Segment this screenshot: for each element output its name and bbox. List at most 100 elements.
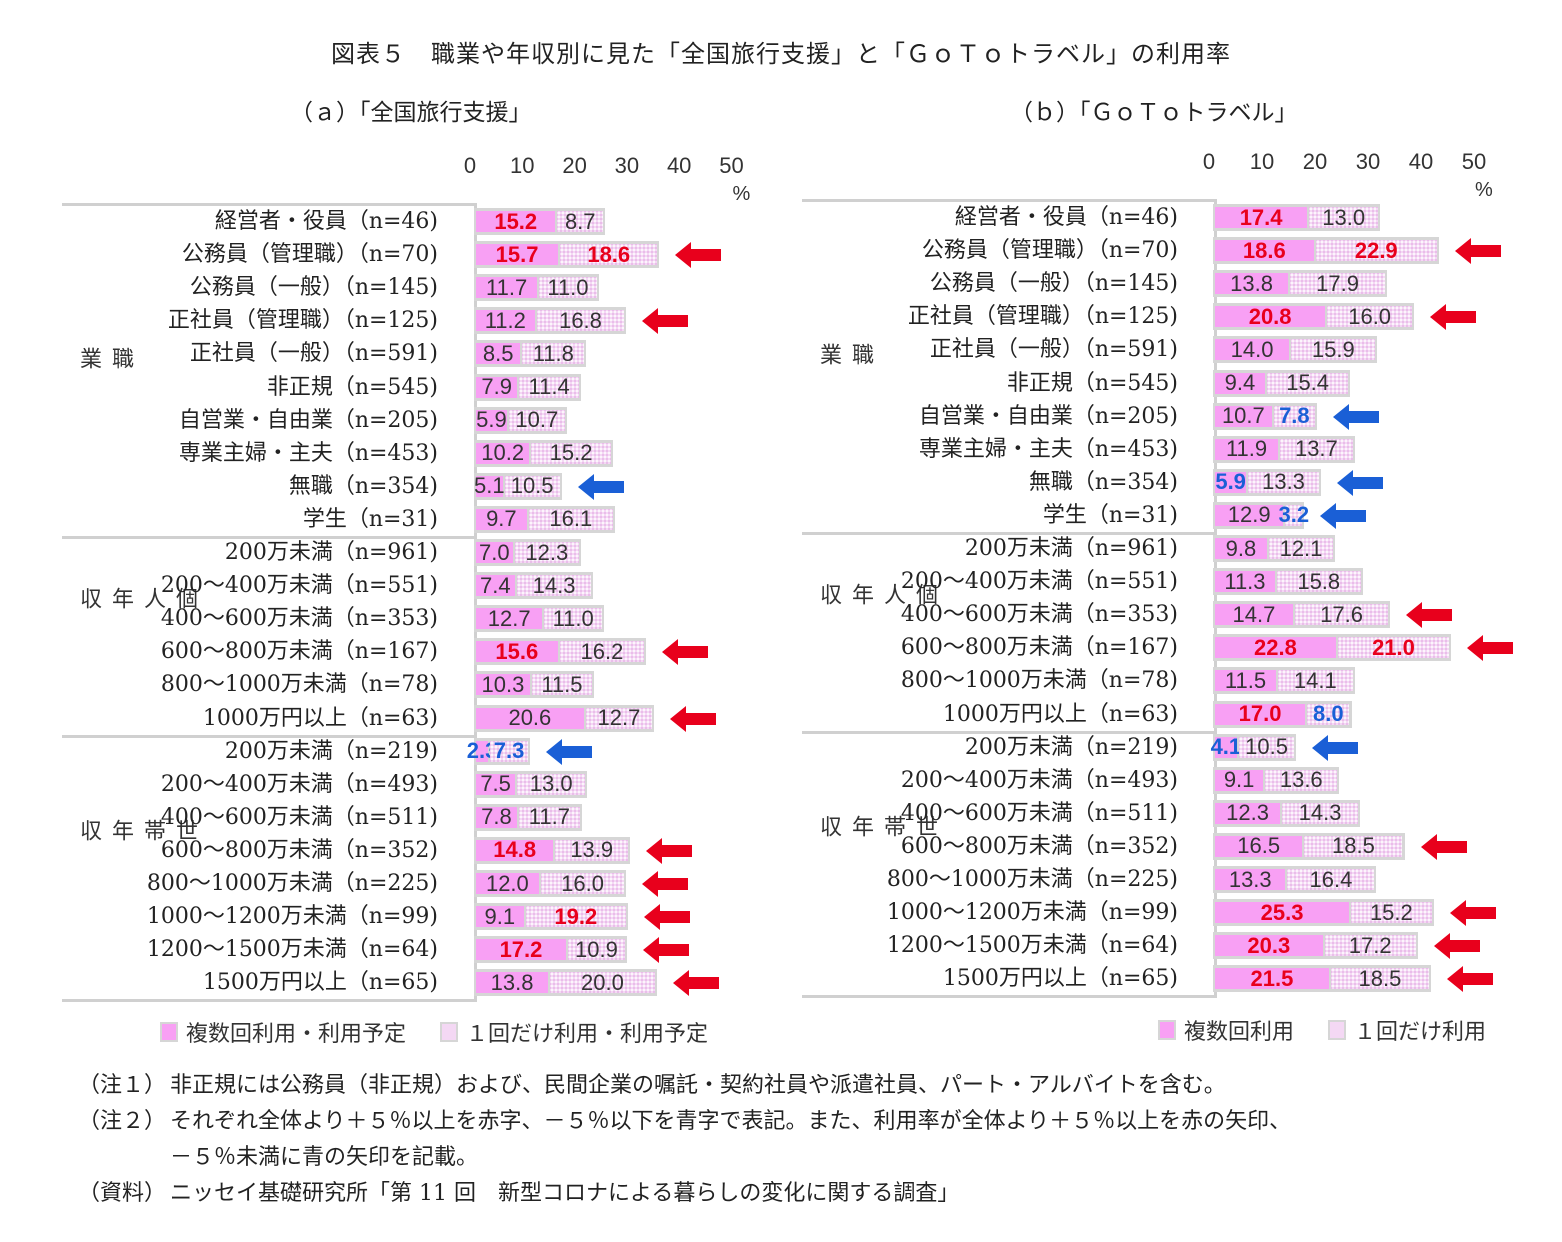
bar-multi: 17.4 — [1215, 205, 1308, 230]
bar-once: 13.6 — [1265, 767, 1338, 792]
table-row: 1000万円以上（n=63) — [0, 702, 438, 735]
table-row: 1000万円以上（n=63) — [0, 698, 1178, 731]
category-label: 非正規（n=545) — [1006, 370, 1178, 396]
table-row: 200～400万未満（n=493) — [0, 764, 1178, 797]
table-row: 経営者・役員（n=46) — [0, 201, 1178, 234]
bar-once: 21.0 — [1337, 635, 1450, 660]
bar-once: 11.5 — [531, 672, 592, 697]
legend-a: 複数回利用・利用予定 １回だけ利用・利用予定 — [160, 1016, 708, 1048]
category-label: 無職（n=354) — [1028, 469, 1178, 495]
category-label: 公務員（管理職）（n=70) — [181, 242, 438, 268]
category-label: 1200～1500万未満（n=64) — [886, 933, 1178, 959]
legend-label-once: １回だけ利用・利用予定 — [466, 1022, 709, 1047]
legend-swatch-multi — [160, 1022, 178, 1042]
blue-arrow-icon — [1336, 469, 1383, 496]
table-row: 1000～1200万未満（n=99) — [0, 900, 438, 933]
bar-multi: 7.4 — [476, 573, 515, 598]
category-label: 専業主婦・主夫（n=453) — [918, 436, 1178, 462]
red-arrow-icon — [1420, 833, 1467, 860]
table-row: 1500万円以上（n=65) — [0, 966, 438, 999]
bar-multi: 7.0 — [476, 540, 513, 565]
table-row: 200万未満（n=219) — [0, 735, 438, 768]
red-arrow-icon — [1447, 966, 1493, 993]
category-frame — [62, 203, 477, 1003]
legend-label-multi: 複数回利用 — [1184, 1020, 1295, 1045]
bar-once: 8.7 — [557, 209, 603, 234]
bar-once: 18.5 — [1330, 966, 1429, 991]
category-label: 非正規（n=545) — [266, 374, 438, 400]
bar-multi: 21.5 — [1215, 966, 1329, 991]
red-arrow-icon — [642, 937, 689, 964]
bar-multi: 7.8 — [476, 804, 517, 829]
bar-multi: 12.3 — [1215, 800, 1281, 825]
bar-multi: 10.7 — [1215, 403, 1272, 428]
category-label: 400～600万未満（n=353) — [160, 606, 438, 632]
category-label: 200万未満（n=219) — [224, 738, 438, 764]
bar-multi: 17.2 — [476, 937, 566, 962]
figure-title: 図表５ 職業や年収別に見た「全国旅行支援」と「ＧｏＴｏトラベル」の利用率 — [331, 40, 1231, 68]
bar-multi: 20.8 — [1215, 304, 1326, 329]
bar-once: 16.8 — [536, 308, 625, 333]
group-divider — [62, 735, 477, 1003]
bar-multi: 14.0 — [1215, 337, 1290, 362]
table-row: 公務員（一般）（n=145) — [0, 271, 438, 304]
category-label: 自営業・自由業（n=205) — [918, 403, 1178, 429]
blue-arrow-icon — [1320, 502, 1367, 529]
table-row: 専業主婦・主夫（n=453) — [0, 437, 438, 470]
red-arrow-icon — [672, 970, 719, 997]
table-row: 正社員（管理職）（n=125) — [0, 304, 438, 337]
category-label: 1200～1500万未満（n=64) — [146, 937, 438, 963]
group-divider — [62, 536, 477, 738]
red-arrow-icon — [1430, 304, 1477, 331]
bar-once: 15.4 — [1266, 370, 1349, 395]
bar-once: 11.0 — [544, 606, 602, 631]
bar-multi: 4.1 — [1210, 734, 1242, 760]
category-label: 200万未満（n=961) — [224, 540, 438, 565]
legend-b: 複数回利用 １回だけ利用 — [1158, 1014, 1486, 1046]
category-label: 200～400万未満（n=551) — [900, 569, 1178, 595]
legend-label-multi: 複数回利用・利用予定 — [186, 1022, 407, 1047]
table-row: 専業主婦・主夫（n=453) — [0, 433, 1178, 466]
bar-multi: 10.3 — [476, 672, 530, 697]
table-row: 400～600万未満（n=511) — [0, 797, 1178, 830]
group-divider — [62, 205, 477, 539]
bar-once: 19.2 — [525, 904, 626, 929]
bar-once: 13.0 — [1309, 205, 1379, 230]
table-row: 非正規（n=545) — [0, 371, 438, 404]
category-label: 正社員（管理職）（n=125) — [167, 308, 438, 334]
category-frame — [802, 199, 1217, 999]
table-row: 経営者・役員（n=46) — [0, 205, 438, 238]
category-label: 正社員（管理職）（n=125) — [907, 304, 1178, 330]
table-row: 非正規（n=545) — [0, 367, 1178, 400]
bar-multi: 11.3 — [1215, 569, 1275, 594]
category-label: 正社員（一般）（n=591) — [929, 337, 1178, 363]
bar-once: 11.7 — [518, 804, 580, 829]
table-row: 600～800万未満（n=167) — [0, 635, 438, 668]
group-divider — [802, 731, 1217, 999]
legend-label-once: １回だけ利用 — [1354, 1020, 1487, 1045]
category-label: 経営者・役員（n=46) — [954, 205, 1178, 230]
bar-multi: 11.9 — [1215, 436, 1279, 461]
bar-once: 17.2 — [1324, 933, 1416, 958]
bar-multi: 5.1 — [474, 473, 505, 499]
x-tick: 50 — [1461, 149, 1487, 174]
bar-multi: 13.3 — [1215, 867, 1286, 892]
bar-multi: 20.3 — [1215, 933, 1323, 958]
x-tick: 0 — [1202, 149, 1216, 174]
red-arrow-icon — [1449, 900, 1496, 927]
table-row: 1000～1200万未満（n=99) — [0, 896, 1178, 929]
bar-multi: 7.9 — [476, 374, 518, 399]
bar-once: 20.0 — [550, 970, 655, 995]
bar-once: 18.5 — [1304, 833, 1403, 858]
table-row: 200万未満（n=961) — [0, 532, 1178, 565]
category-label: 400～600万未満（n=353) — [900, 602, 1178, 628]
bar-multi: 12.0 — [476, 871, 539, 896]
bar-once: 12.7 — [585, 705, 653, 730]
blue-arrow-icon — [1312, 734, 1359, 761]
table-row: 400～600万未満（n=353) — [0, 598, 1178, 631]
x-tick: 30 — [1355, 149, 1381, 174]
bar-once: 7.8 — [1273, 403, 1316, 428]
bar-multi: 15.6 — [476, 639, 558, 664]
table-row: 公務員（管理職）（n=70) — [0, 238, 438, 271]
category-label: 800～1000万未満（n=78) — [160, 672, 438, 698]
